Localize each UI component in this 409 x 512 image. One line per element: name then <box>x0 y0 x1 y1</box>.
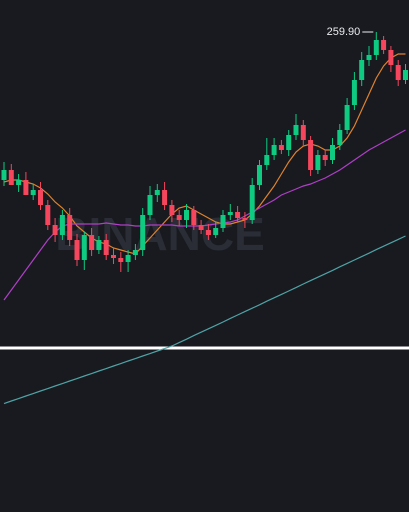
candle-body <box>300 125 306 140</box>
candle-body <box>322 155 328 160</box>
candle-body <box>184 210 189 220</box>
candle-body <box>205 230 211 235</box>
candle-body <box>235 212 241 218</box>
candle-body <box>125 255 131 262</box>
candle-body <box>162 190 168 205</box>
candle-body <box>103 240 109 255</box>
candle-body <box>147 195 153 215</box>
candle-body <box>227 212 233 215</box>
candle-body <box>74 240 80 260</box>
candle-body <box>176 215 182 220</box>
candle-body <box>45 205 51 225</box>
candle-body <box>132 250 138 255</box>
candle-body <box>111 255 116 258</box>
candle-body <box>140 215 146 250</box>
candle-body <box>381 40 387 50</box>
candle-body <box>351 80 357 105</box>
candle-body <box>23 180 29 195</box>
candle-body <box>249 185 255 220</box>
candle-body <box>169 205 175 215</box>
candle-body <box>330 145 335 160</box>
candle-body <box>278 145 284 150</box>
candle-body <box>198 225 204 230</box>
candle-body <box>118 258 124 262</box>
candle-body <box>286 135 292 150</box>
candle-body <box>1 170 7 180</box>
candle-body <box>395 65 401 80</box>
candle-body <box>403 70 408 80</box>
candle-body <box>308 140 314 170</box>
ma-line <box>3 235 406 405</box>
candle-body <box>89 235 95 250</box>
candle-body <box>8 170 14 185</box>
candle-body <box>16 180 22 185</box>
candle-body <box>96 240 102 250</box>
candle-body <box>242 218 248 220</box>
candle-body <box>373 40 379 55</box>
candle-body <box>38 190 43 205</box>
candle-body <box>293 125 299 135</box>
candle-body <box>388 50 394 65</box>
candle-body <box>154 190 160 195</box>
candle-body <box>67 215 73 240</box>
candle-body <box>52 225 58 235</box>
candle-body <box>59 215 65 235</box>
candle-body <box>30 190 36 195</box>
candle-body <box>191 210 197 225</box>
candle-body <box>264 155 270 165</box>
high-label: 259.90 <box>327 26 361 38</box>
candle-body <box>271 145 277 155</box>
candle-body <box>359 60 365 80</box>
candle-body <box>213 228 219 235</box>
candle-body <box>366 55 372 60</box>
candle-body <box>257 165 262 185</box>
candle-body <box>81 235 87 260</box>
candle-body <box>315 155 321 170</box>
candle-body <box>220 215 226 228</box>
candle-body <box>337 130 343 145</box>
candle-body <box>344 105 350 130</box>
